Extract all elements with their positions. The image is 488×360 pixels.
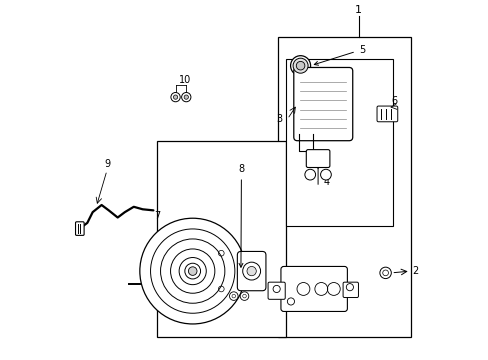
Text: 1: 1 bbox=[355, 5, 362, 15]
Circle shape bbox=[320, 169, 331, 180]
Circle shape bbox=[346, 284, 353, 291]
Text: 7: 7 bbox=[154, 211, 160, 221]
Text: 3: 3 bbox=[275, 114, 282, 124]
FancyBboxPatch shape bbox=[376, 106, 397, 122]
Circle shape bbox=[379, 267, 390, 279]
Circle shape bbox=[304, 169, 315, 180]
FancyBboxPatch shape bbox=[267, 282, 285, 299]
FancyBboxPatch shape bbox=[293, 67, 352, 141]
FancyBboxPatch shape bbox=[305, 150, 329, 167]
Circle shape bbox=[188, 267, 197, 275]
Circle shape bbox=[290, 56, 310, 76]
FancyBboxPatch shape bbox=[343, 282, 358, 297]
Text: 4: 4 bbox=[323, 177, 329, 187]
Circle shape bbox=[171, 93, 180, 102]
Circle shape bbox=[181, 93, 190, 102]
Circle shape bbox=[287, 298, 294, 305]
Circle shape bbox=[184, 95, 188, 99]
Text: 10: 10 bbox=[179, 75, 191, 85]
Bar bbox=[157, 141, 285, 337]
Circle shape bbox=[240, 292, 248, 300]
Text: 6: 6 bbox=[391, 96, 397, 107]
FancyBboxPatch shape bbox=[75, 222, 84, 235]
Text: 5: 5 bbox=[314, 45, 365, 65]
Circle shape bbox=[173, 95, 177, 99]
Circle shape bbox=[296, 62, 304, 70]
Circle shape bbox=[242, 262, 260, 280]
Text: 2: 2 bbox=[411, 266, 418, 276]
Circle shape bbox=[292, 58, 307, 73]
Circle shape bbox=[272, 285, 280, 293]
FancyBboxPatch shape bbox=[281, 266, 346, 311]
Text: 9: 9 bbox=[103, 159, 110, 169]
Circle shape bbox=[229, 292, 238, 300]
Text: 8: 8 bbox=[238, 164, 244, 267]
Circle shape bbox=[184, 263, 200, 279]
FancyBboxPatch shape bbox=[237, 251, 265, 291]
Circle shape bbox=[246, 266, 256, 276]
Bar bbox=[278, 37, 410, 337]
Bar bbox=[285, 59, 392, 226]
Circle shape bbox=[140, 218, 245, 324]
